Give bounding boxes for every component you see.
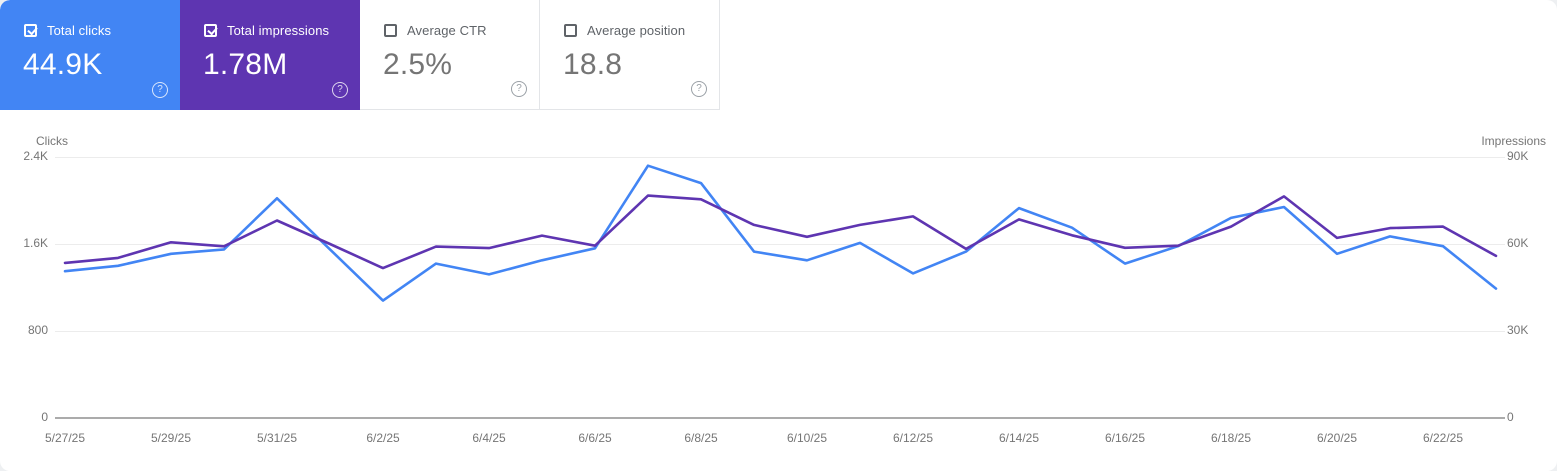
impressions-line [63,194,1498,270]
metric-card-average-position[interactable]: Average position 18.8 ? [540,0,720,110]
metric-label: Total clicks [47,23,112,38]
total-clicks-checkbox[interactable] [24,24,37,37]
metric-value: 18.8 [563,48,623,81]
x-tick: 6/14/25 [998,431,1040,445]
metric-card-total-impressions[interactable]: Total impressions 1.78M ? [180,0,360,110]
x-tick: 5/31/25 [256,431,298,445]
total-impressions-checkbox[interactable] [204,24,217,37]
x-tick: 6/8/25 [684,431,718,445]
y-tick-left: 800 [27,323,48,337]
x-tick: 6/22/25 [1422,431,1464,445]
x-tick: 6/6/25 [578,431,612,445]
y-tick-right: 90K [1507,149,1529,163]
metric-label: Total impressions [227,23,330,38]
gridline [55,157,1505,158]
x-tick: 6/2/25 [366,431,400,445]
y-tick-left: 2.4K [23,149,48,163]
metric-value: 2.5% [383,48,453,81]
metric-label: Average CTR [407,23,487,38]
gridline [55,331,1505,332]
gridline [55,244,1505,245]
left-axis-title: Clicks [36,134,68,148]
y-tick-right: 0 [1507,410,1514,424]
x-tick: 6/4/25 [472,431,506,445]
x-tick: 5/29/25 [150,431,192,445]
x-tick: 5/27/25 [44,431,86,445]
average-ctr-checkbox[interactable] [384,24,397,37]
metric-label: Average position [587,23,686,38]
metric-value: 44.9K [23,48,103,81]
help-icon[interactable]: ? [152,82,168,98]
y-tick-right: 30K [1507,323,1529,337]
x-tick: 6/16/25 [1104,431,1146,445]
x-tick: 6/12/25 [892,431,934,445]
x-tick: 6/10/25 [786,431,828,445]
x-tick: 6/20/25 [1316,431,1358,445]
metrics-row: Total clicks 44.9K ? Total impressions 1… [0,0,1557,110]
x-tick: 6/18/25 [1210,431,1252,445]
metric-value: 1.78M [203,48,288,81]
average-position-checkbox[interactable] [564,24,577,37]
help-icon[interactable]: ? [511,81,527,97]
right-axis-title: Impressions [1481,134,1546,148]
metric-card-average-ctr[interactable]: Average CTR 2.5% ? [360,0,540,110]
y-tick-right: 60K [1507,236,1529,250]
help-icon[interactable]: ? [691,81,707,97]
y-tick-left: 0 [41,410,48,424]
help-icon[interactable]: ? [332,82,348,98]
gridline [55,417,1505,419]
clicks-line [63,164,1498,302]
metric-card-total-clicks[interactable]: Total clicks 44.9K ? [0,0,180,110]
y-tick-left: 1.6K [23,236,48,250]
